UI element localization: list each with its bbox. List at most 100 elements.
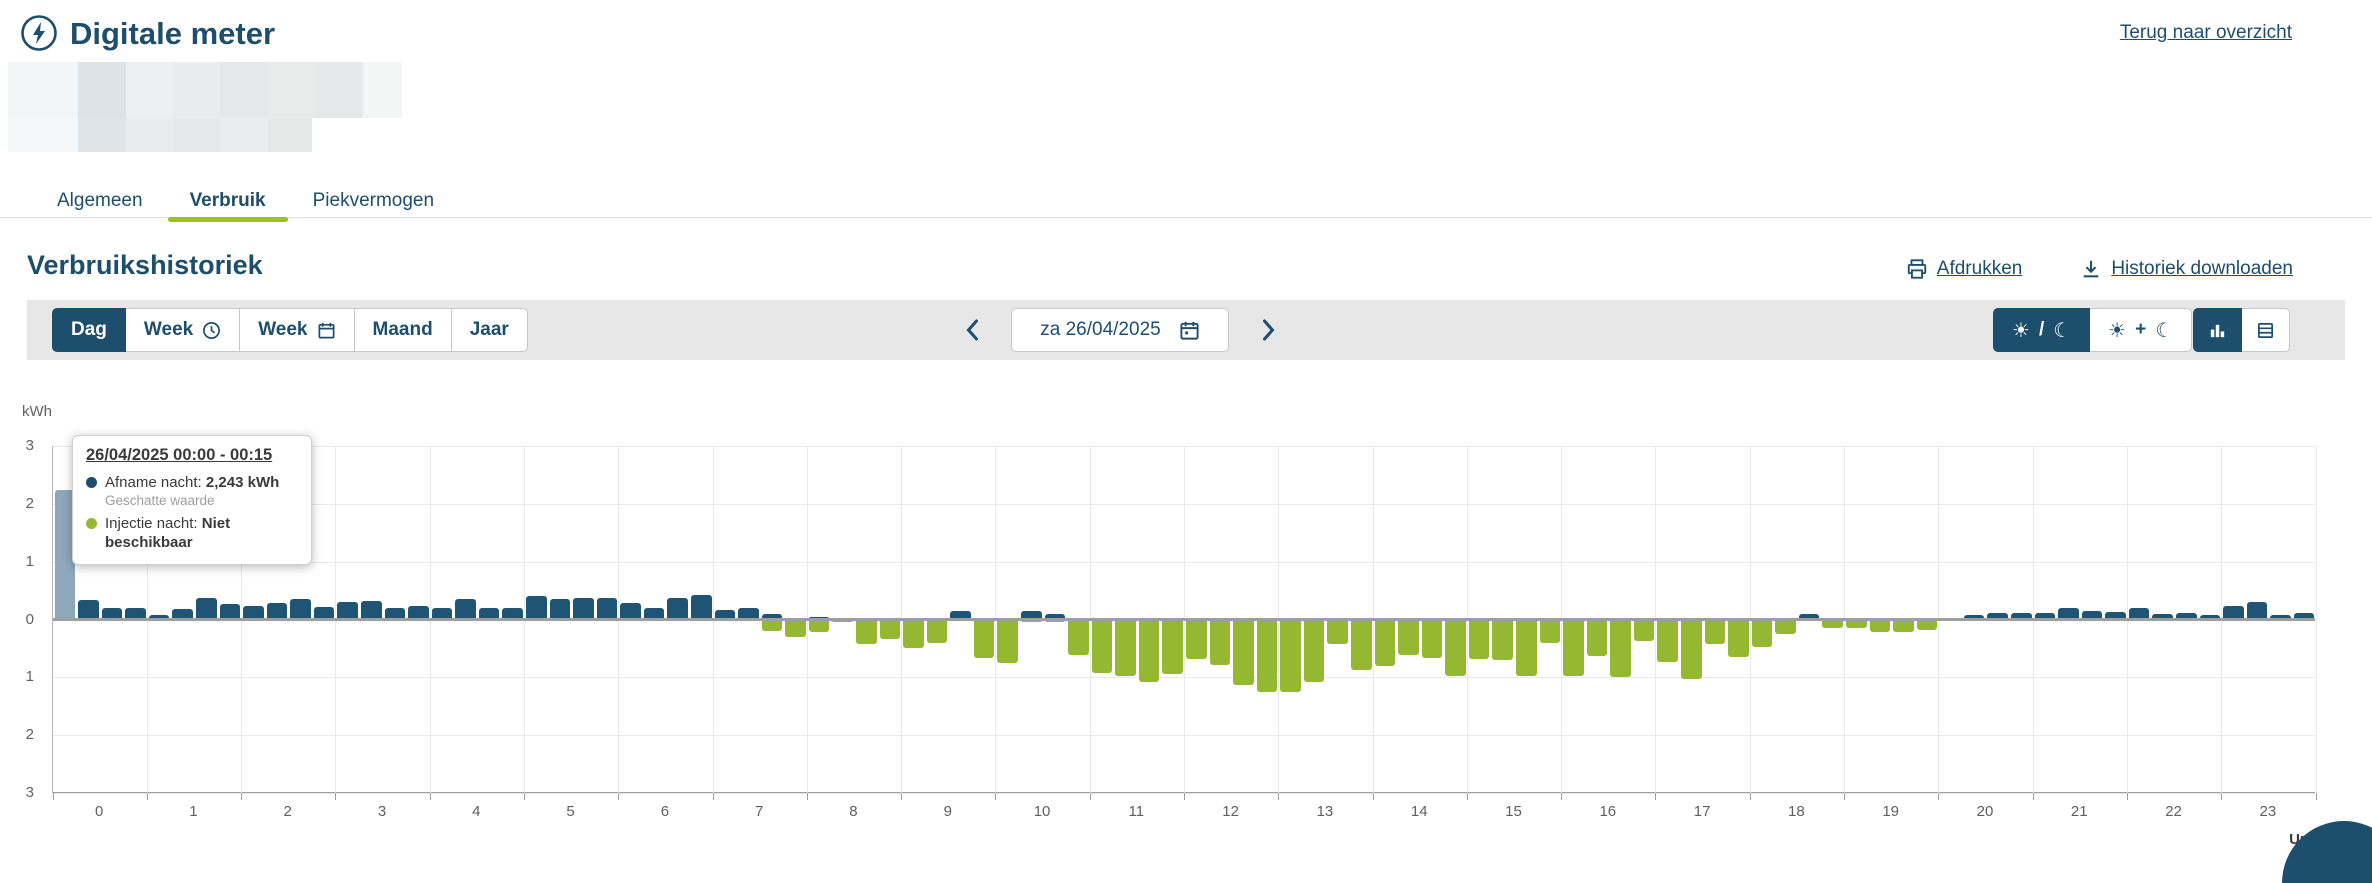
chart-bar-afname-91[interactable] — [2199, 615, 2221, 620]
chart-bar-afname-83[interactable] — [2011, 612, 2032, 620]
date-picker[interactable]: za 26/04/2025 — [1011, 308, 1229, 352]
chart-bar-afname-8[interactable] — [243, 605, 264, 620]
chart-bar-afname-82[interactable] — [1987, 612, 2009, 620]
chart-bar-afname-6[interactable] — [195, 597, 217, 620]
chart-bar-injectie-44[interactable] — [1091, 619, 1113, 673]
chart-bar-injectie-71[interactable] — [1728, 619, 1749, 658]
chart-bar-injectie-49[interactable] — [1209, 619, 1231, 665]
download-history-button[interactable]: Historiek downloaden — [2080, 258, 2293, 280]
chart-bar-afname-88[interactable] — [2128, 607, 2150, 620]
chart-bar-afname-28[interactable] — [714, 610, 736, 620]
chart-bar-afname-30[interactable] — [761, 613, 783, 620]
tab-verbruik[interactable]: Verbruik — [167, 183, 288, 222]
chart-bar-injectie-46[interactable] — [1138, 619, 1160, 682]
chart-bar-injectie-48[interactable] — [1186, 619, 1207, 660]
chart-bar-injectie-54[interactable] — [1327, 619, 1348, 644]
chart-bar-afname-16[interactable] — [431, 607, 453, 620]
chart-bar-afname-17[interactable] — [455, 598, 476, 620]
chart-bar-afname-22[interactable] — [573, 597, 594, 620]
chart-bar-afname-29[interactable] — [738, 607, 759, 620]
chart-bar-injectie-58[interactable] — [1421, 619, 1443, 658]
chart-bar-afname-38[interactable] — [950, 610, 971, 620]
chart-bar-afname-92[interactable] — [2223, 605, 2244, 620]
period-week-calendar-button[interactable]: Week — [239, 308, 355, 352]
chart-bar-afname-4[interactable] — [148, 614, 170, 620]
chart-bar-injectie-34[interactable] — [855, 619, 877, 645]
back-to-overview-link[interactable]: Terug naar overzicht — [2119, 22, 2292, 43]
chart-bar-afname-15[interactable] — [408, 605, 429, 620]
chart-bar-injectie-64[interactable] — [1563, 619, 1584, 677]
chart-bar-injectie-77[interactable] — [1869, 619, 1891, 633]
chart-bar-injectie-59[interactable] — [1445, 619, 1466, 676]
chart-bar-injectie-55[interactable] — [1351, 619, 1372, 670]
chart-bar-injectie-73[interactable] — [1775, 619, 1796, 634]
chart-bar-injectie-51[interactable] — [1256, 619, 1278, 693]
chart-bar-afname-0[interactable] — [54, 489, 76, 620]
chart-bar-injectie-40[interactable] — [997, 619, 1018, 664]
chart-bar-afname-18[interactable] — [478, 607, 500, 620]
chart-bar-injectie-78[interactable] — [1893, 619, 1914, 633]
chart-bar-injectie-43[interactable] — [1068, 619, 1089, 656]
tab-piekvermogen[interactable]: Piekvermogen — [312, 189, 435, 211]
chart-bar-afname-2[interactable] — [101, 607, 123, 620]
chart-bar-injectie-35[interactable] — [879, 619, 901, 639]
chart-bar-afname-19[interactable] — [502, 607, 523, 620]
chart-bar-injectie-47[interactable] — [1162, 619, 1183, 675]
chart-bar-afname-25[interactable] — [643, 607, 665, 620]
chart-bar-afname-12[interactable] — [337, 601, 358, 620]
chart-bar-injectie-53[interactable] — [1303, 619, 1325, 682]
chart-bar-afname-84[interactable] — [2034, 612, 2056, 620]
period-maand-button[interactable]: Maand — [353, 308, 452, 352]
chart-bar-afname-11[interactable] — [313, 606, 335, 620]
chart-bar-afname-93[interactable] — [2246, 602, 2268, 620]
period-jaar-button[interactable]: Jaar — [450, 308, 528, 352]
period-week-clock-button[interactable]: Week — [124, 308, 241, 352]
chart-bar-afname-95[interactable] — [2293, 612, 2315, 620]
chart-bar-afname-24[interactable] — [620, 602, 641, 620]
chart-bar-injectie-50[interactable] — [1233, 619, 1254, 686]
chart-bar-afname-26[interactable] — [667, 598, 688, 620]
chart-bar-afname-13[interactable] — [360, 600, 382, 620]
chart-bar-injectie-79[interactable] — [1916, 619, 1938, 630]
chart-bar-injectie-45[interactable] — [1115, 619, 1136, 677]
chart-bar-injectie-57[interactable] — [1398, 619, 1419, 655]
chart-bar-injectie-31[interactable] — [785, 619, 806, 637]
chart-bar-injectie-62[interactable] — [1516, 619, 1537, 676]
period-dag-button[interactable]: Dag — [52, 308, 126, 352]
chart-bar-afname-10[interactable] — [290, 598, 311, 620]
daynight-combined-button[interactable]: ☀ + ☾ — [2089, 308, 2193, 352]
table-view-button[interactable] — [2241, 308, 2290, 352]
chart-bar-afname-86[interactable] — [2081, 610, 2103, 620]
chart-bar-afname-5[interactable] — [172, 609, 193, 620]
chart-bar-afname-81[interactable] — [1963, 615, 1985, 620]
chart-bar-afname-27[interactable] — [690, 594, 712, 620]
chart-bar-injectie-30[interactable] — [761, 619, 783, 632]
chart-bar-afname-23[interactable] — [596, 597, 618, 620]
chart-bar-injectie-37[interactable] — [926, 619, 948, 643]
chart-bar-afname-74[interactable] — [1798, 613, 1820, 620]
next-day-button[interactable] — [1253, 308, 1283, 352]
chart-bar-injectie-32[interactable] — [808, 619, 830, 633]
chart-bar-afname-20[interactable] — [525, 596, 547, 620]
chart-bar-afname-94[interactable] — [2270, 614, 2291, 620]
daynight-separate-button[interactable]: ☀ / ☾ — [1993, 308, 2091, 352]
chart-bar-injectie-66[interactable] — [1610, 619, 1631, 678]
chart-bar-injectie-52[interactable] — [1280, 619, 1301, 693]
chart-bar-injectie-36[interactable] — [903, 619, 924, 648]
chart-bar-afname-9[interactable] — [266, 603, 288, 620]
chart-bar-injectie-68[interactable] — [1657, 619, 1679, 662]
chart-bar-injectie-63[interactable] — [1539, 619, 1561, 643]
chart-bar-injectie-61[interactable] — [1492, 619, 1513, 660]
chart-bar-afname-42[interactable] — [1044, 613, 1066, 620]
chart-bar-injectie-67[interactable] — [1633, 619, 1655, 642]
chart-bar-injectie-72[interactable] — [1751, 619, 1773, 647]
chart-bar-afname-89[interactable] — [2152, 613, 2174, 620]
tab-algemeen[interactable]: Algemeen — [57, 189, 143, 211]
chart-bar-injectie-60[interactable] — [1468, 619, 1490, 659]
chart-bar-injectie-76[interactable] — [1846, 619, 1867, 628]
chart-bar-injectie-69[interactable] — [1681, 619, 1702, 680]
chart-bar-afname-1[interactable] — [78, 600, 99, 620]
chart-bar-injectie-65[interactable] — [1586, 619, 1608, 656]
chart-bar-afname-90[interactable] — [2176, 612, 2197, 620]
chart-bar-injectie-75[interactable] — [1822, 619, 1844, 628]
